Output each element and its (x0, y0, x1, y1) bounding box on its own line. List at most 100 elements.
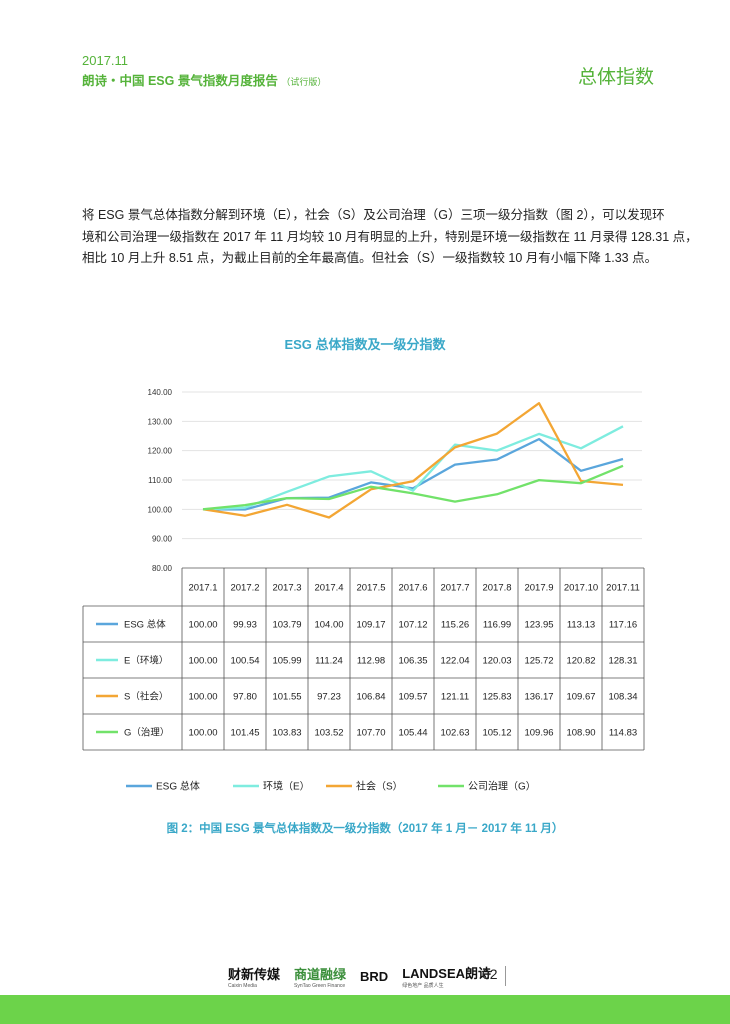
table-cell: 107.12 (398, 620, 427, 631)
footer-divider (505, 966, 507, 986)
legend-label: 公司治理（G） (468, 780, 536, 793)
table-cell: 112.98 (357, 656, 385, 667)
table-cell: 123.95 (524, 620, 553, 631)
table-row-label: G（治理） (124, 727, 169, 739)
y-tick-label: 110.00 (148, 476, 172, 485)
table-cell: 128.31 (608, 656, 637, 667)
series-line (202, 425, 624, 511)
table-cell: 106.84 (356, 692, 385, 703)
y-tick-label: 140.00 (148, 388, 173, 397)
table-cell: 120.82 (566, 656, 595, 667)
paragraph-line: 相比 10 月上升 8.51 点，为截止目前的全年最高值。但社会（S）一级指数较… (82, 251, 658, 265)
table-row-label: S（社会） (124, 691, 168, 703)
chart-title: ESG 总体指数及一级分指数 (284, 337, 446, 352)
table-cell: 103.52 (314, 728, 343, 739)
x-tick-label: 2017.10 (564, 583, 598, 594)
syntao-logo: 商道融绿 SynTao Green Finance (294, 964, 346, 989)
page-number: 02 (482, 966, 498, 982)
y-tick-label: 100.00 (148, 505, 173, 514)
legend-label: ESG 总体 (156, 780, 200, 793)
esg-index-chart: ESG 总体指数及一级分指数 80.00 90.00 100.00 110.00 120.… (82, 337, 645, 793)
table-cell: 104.00 (314, 620, 343, 631)
brd-logo: BRD (360, 969, 388, 984)
table-cell: 101.45 (230, 728, 259, 739)
table-cell: 111.24 (315, 656, 343, 667)
legend-label: 环境（E） (263, 780, 310, 793)
table-cell: 101.55 (272, 692, 301, 703)
table-cell: 113.13 (567, 620, 595, 631)
x-tick-label: 2017.4 (314, 583, 343, 594)
table-cell: 105.44 (398, 728, 427, 739)
x-tick-label: 2017.9 (524, 583, 553, 594)
table-cell: 97.23 (317, 692, 341, 703)
x-tick-label: 2017.1 (188, 583, 217, 594)
table-row-label: ESG 总体 (124, 619, 166, 631)
paragraph-line: 境和公司治理一级指数在 2017 年 11 月均较 10 月有明显的上升，特别是… (82, 229, 698, 244)
footer-bar (0, 995, 730, 1024)
series-line (202, 437, 624, 511)
table-cell: 105.99 (272, 656, 301, 667)
report-title-suffix: （试行版） (281, 77, 327, 87)
table-cell: 136.17 (524, 692, 553, 703)
y-tick-label: 90.00 (152, 535, 173, 544)
figure-caption: 图 2：中国 ESG 景气总体指数及一级分指数（2017 年 1 月－ 2017… (166, 823, 564, 835)
x-tick-label: 2017.8 (482, 583, 511, 594)
x-tick-label: 2017.11 (606, 583, 640, 594)
table-cell: 114.83 (609, 728, 637, 739)
table-cell: 115.26 (441, 620, 469, 631)
table-cell: 125.72 (524, 656, 553, 667)
footer-logos: 财新传媒 Caixin Media 商道融绿 SynTao Green Fina… (228, 963, 507, 989)
table-cell: 99.93 (233, 620, 257, 631)
table-cell: 125.83 (482, 692, 511, 703)
table-cell: 107.70 (356, 728, 385, 739)
table-cell: 105.12 (482, 728, 511, 739)
caixin-logo-text: 财新传媒 (228, 966, 281, 982)
x-tick-label: 2017.2 (230, 583, 259, 594)
x-tick-label: 2017.3 (272, 583, 301, 594)
table-cell: 109.57 (398, 692, 427, 703)
landsea-logo: LANDSEA朗诗 绿色地产 品质人生 (402, 963, 491, 989)
table-cell: 100.00 (188, 620, 217, 631)
y-tick-label: 130.00 (148, 417, 173, 426)
landsea-logo-text: LANDSEA朗诗 (402, 966, 492, 981)
table-cell: 122.04 (440, 656, 469, 667)
table-cell: 106.35 (398, 656, 427, 667)
table-cell: 102.63 (440, 728, 469, 739)
report-title-main: 朗诗・中国 ESG 景气指数月度报告 (82, 74, 278, 88)
y-tick-label: 120.00 (148, 447, 173, 456)
table-row-label: E（环境） (124, 655, 168, 667)
table-cell: 103.83 (272, 728, 301, 739)
table-cell: 109.67 (566, 692, 595, 703)
table-cell: 100.00 (188, 728, 217, 739)
x-tick-label: 2017.7 (440, 583, 469, 594)
legend-label: 社会（S） (356, 780, 403, 793)
table-cell: 108.34 (608, 692, 637, 703)
table-cell: 100.00 (188, 656, 217, 667)
paragraph-line: 将 ESG 景气总体指数分解到环境（E），社会（S）及公司治理（G）三项一级分指… (82, 208, 665, 222)
body-paragraph: 将 ESG 景气总体指数分解到环境（E），社会（S）及公司治理（G）三项一级分指… (82, 205, 698, 270)
series-line (202, 402, 624, 519)
x-tick-label: 2017.6 (398, 583, 427, 594)
table-cell: 117.16 (609, 620, 637, 631)
report-title: 朗诗・中国 ESG 景气指数月度报告 （试行版） (82, 70, 326, 89)
syntao-logo-text: 商道融绿 (294, 966, 347, 982)
table-cell: 109.17 (356, 620, 385, 631)
table-cell: 109.96 (524, 728, 553, 739)
table-cell: 120.03 (482, 656, 511, 667)
table-cell: 100.54 (230, 656, 259, 667)
caixin-logo: 财新传媒 Caixin Media (228, 964, 280, 989)
table-cell: 116.99 (483, 620, 511, 631)
table-cell: 97.80 (233, 692, 257, 703)
landsea-logo-sub: 绿色地产 品质人生 (402, 983, 444, 989)
syntao-logo-sub: SynTao Green Finance (294, 982, 346, 989)
report-date: 2017.11 (82, 53, 129, 68)
table-cell: 108.90 (566, 728, 595, 739)
caixin-logo-sub: Caixin Media (228, 982, 257, 989)
table-cell: 103.79 (272, 620, 301, 631)
table-cell: 100.00 (188, 692, 217, 703)
section-title: 总体指数 (577, 67, 654, 88)
x-tick-label: 2017.5 (356, 583, 385, 594)
y-tick-label: 80.00 (152, 564, 173, 573)
series-line (202, 464, 624, 511)
brd-logo-text: BRD (360, 968, 389, 984)
